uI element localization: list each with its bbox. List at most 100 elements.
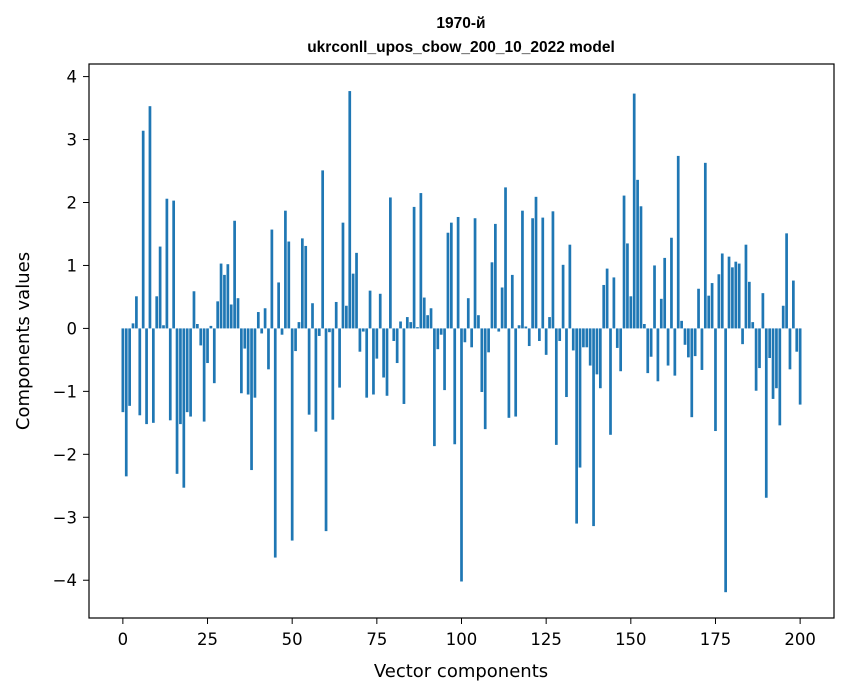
bar-component-197 xyxy=(788,328,792,370)
bar-component-200 xyxy=(798,328,802,405)
bar-component-74 xyxy=(372,328,375,395)
bar-component-101 xyxy=(463,328,467,343)
bar-component-168 xyxy=(690,328,694,418)
y-tick-label: 4 xyxy=(67,68,78,87)
bar-component-88 xyxy=(419,193,423,329)
bar-component-24 xyxy=(202,328,206,422)
bar-component-58 xyxy=(317,328,321,336)
y-tick-label: 0 xyxy=(67,319,78,338)
y-tick-label: −3 xyxy=(53,508,77,527)
bar-component-167 xyxy=(687,328,690,358)
bar-component-134 xyxy=(575,328,578,524)
bar-component-67 xyxy=(348,91,352,329)
bar-component-196 xyxy=(785,233,788,329)
bar-component-41 xyxy=(260,328,264,334)
bar-component-177 xyxy=(720,253,724,329)
bar-component-163 xyxy=(673,328,677,376)
x-tick-label: 50 xyxy=(282,630,303,649)
bar-component-114 xyxy=(507,328,511,418)
bar-component-46 xyxy=(277,282,280,329)
bar-component-16 xyxy=(175,328,179,474)
bar-component-180 xyxy=(731,267,734,329)
bar-component-125 xyxy=(544,328,548,355)
bar-component-190 xyxy=(764,328,768,498)
bar-component-185 xyxy=(747,281,751,329)
bar-component-23 xyxy=(199,328,203,346)
bar-component-179 xyxy=(727,256,731,329)
bar-component-97 xyxy=(449,222,453,329)
bar-component-1 xyxy=(124,328,128,477)
bar-component-117 xyxy=(517,325,521,329)
bar-component-119 xyxy=(524,326,528,329)
bar-component-69 xyxy=(355,252,358,329)
bar-component-116 xyxy=(514,328,518,417)
bar-component-186 xyxy=(751,322,755,329)
bar-component-149 xyxy=(626,243,629,329)
bar-component-113 xyxy=(504,187,507,329)
bar-component-140 xyxy=(595,328,599,375)
bar-component-103 xyxy=(470,328,474,348)
bar-component-3 xyxy=(131,323,135,329)
bar-component-141 xyxy=(598,328,602,389)
bar-component-10 xyxy=(155,296,159,329)
x-tick-label: 75 xyxy=(366,630,387,649)
bar-component-21 xyxy=(192,291,196,329)
bar-component-142 xyxy=(602,284,606,329)
bar-component-195 xyxy=(781,305,785,329)
bar-component-34 xyxy=(236,298,240,329)
y-tick-label: 2 xyxy=(67,194,78,213)
bar-component-193 xyxy=(775,328,778,389)
bar-component-39 xyxy=(253,328,257,398)
bar-component-64 xyxy=(338,328,341,388)
bar-component-50 xyxy=(290,328,294,541)
bar-component-9 xyxy=(151,328,155,423)
y-axis-ticks: −4 −3 −2 −1 0 1 2 3 4 xyxy=(53,68,89,590)
bar-component-42 xyxy=(263,308,267,329)
bar-component-51 xyxy=(294,328,297,352)
bar-component-57 xyxy=(314,328,318,432)
bar-component-5 xyxy=(138,328,142,416)
bar-component-94 xyxy=(439,328,443,335)
bar-component-175 xyxy=(714,328,717,432)
y-tick-label: −4 xyxy=(53,571,77,590)
bar-component-183 xyxy=(741,328,744,345)
x-axis-label: Vector components xyxy=(374,661,548,682)
bar-component-100 xyxy=(460,328,463,582)
bar-component-31 xyxy=(226,264,230,329)
bar-component-14 xyxy=(168,328,172,421)
bar-component-77 xyxy=(382,328,385,378)
bar-component-11 xyxy=(158,246,162,329)
bar-component-181 xyxy=(734,261,738,329)
bar-component-144 xyxy=(609,328,612,435)
bar-component-85 xyxy=(409,322,413,329)
bar-component-150 xyxy=(629,296,633,329)
bar-component-169 xyxy=(693,328,697,357)
bar-component-170 xyxy=(697,288,700,329)
bar-component-19 xyxy=(185,328,189,413)
bar-component-99 xyxy=(456,216,460,329)
x-tick-label: 125 xyxy=(530,630,562,649)
bar-component-95 xyxy=(443,328,446,391)
bar-component-145 xyxy=(612,277,616,329)
bar-component-176 xyxy=(717,274,721,329)
bar-component-171 xyxy=(700,328,704,370)
bar-component-89 xyxy=(422,297,426,329)
bar-component-188 xyxy=(758,328,761,369)
x-tick-label: 100 xyxy=(446,630,478,649)
bar-component-98 xyxy=(453,328,457,445)
bar-component-93 xyxy=(436,328,440,350)
bar-component-73 xyxy=(368,290,372,329)
bar-component-128 xyxy=(554,328,558,445)
bar-component-129 xyxy=(558,328,562,341)
bar-component-4 xyxy=(135,296,138,329)
bar-component-78 xyxy=(385,328,389,396)
y-tick-label: 1 xyxy=(67,256,78,275)
bar-component-25 xyxy=(206,328,209,364)
bar-component-71 xyxy=(361,328,365,332)
bar-component-194 xyxy=(778,328,782,426)
bar-component-56 xyxy=(311,303,314,329)
bar-component-157 xyxy=(653,265,656,329)
bar-component-112 xyxy=(500,287,504,329)
bar-component-15 xyxy=(172,200,176,329)
